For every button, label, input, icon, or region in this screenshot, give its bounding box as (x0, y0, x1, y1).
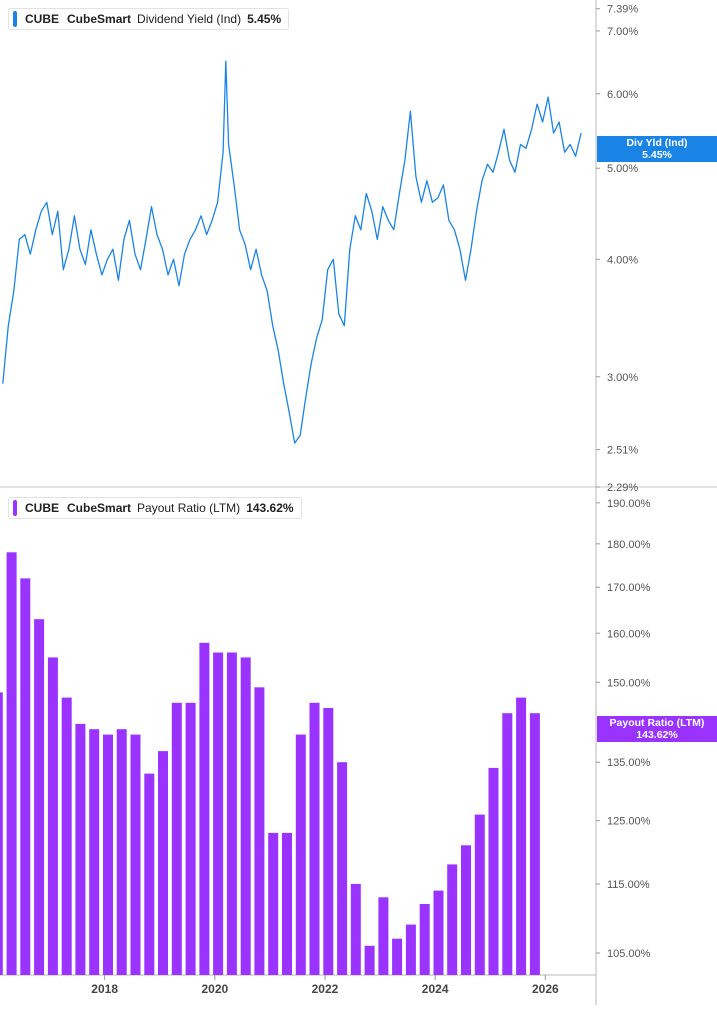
y-tick-label: 4.00% (607, 254, 638, 266)
legend-value: 143.62% (246, 501, 293, 515)
y-tick-label: 180.00% (607, 539, 651, 551)
y-tick-label: 7.39% (607, 4, 638, 16)
x-tick-label: 2026 (532, 982, 559, 996)
y-tick-label: 3.00% (607, 372, 638, 384)
payout-ratio-bar (62, 698, 72, 975)
payout-ratio-bar (103, 735, 113, 975)
payout-ratio-bar (323, 708, 333, 975)
payout-ratio-bar (20, 578, 30, 975)
payout-ratio-bar (392, 939, 402, 975)
x-tick-label: 2020 (201, 982, 228, 996)
payout-ratio-bar (75, 724, 85, 975)
payout-ratio-bar (296, 735, 306, 975)
legend-ticker: CUBE (25, 501, 59, 515)
payout-ratio-bar (489, 768, 499, 975)
y-tick-label: 6.00% (607, 89, 638, 101)
payout-ratio-bar (434, 891, 444, 975)
legend-company: CubeSmart (67, 501, 131, 515)
payout-ratio-bar (241, 657, 251, 975)
payout-ratio-bar (199, 643, 209, 975)
legend-metric: Payout Ratio (LTM) (137, 501, 240, 515)
tag-label: Div Yld (Ind) (597, 137, 717, 149)
payout-ratio-bar (378, 897, 388, 975)
y-tick-label: 5.00% (607, 163, 638, 175)
payout-ratio-bar (530, 713, 540, 975)
payout-ratio-bar (475, 815, 485, 975)
payout-ratio-bar (337, 762, 347, 975)
y-tick-label: 2.29% (607, 482, 638, 494)
payout-ratio-bar (268, 833, 278, 975)
dividend-yield-line (3, 61, 581, 443)
y-tick-label: 7.00% (607, 26, 638, 38)
dividend-yield-price-tag: Div Yld (Ind) 5.45% (597, 136, 717, 162)
payout-ratio-legend[interactable]: CUBE CubeSmart Payout Ratio (LTM) 143.62… (8, 497, 302, 519)
payout-ratio-bar (502, 713, 512, 975)
tag-value: 5.45% (597, 149, 717, 161)
payout-ratio-bar (447, 864, 457, 975)
payout-ratio-bar (227, 653, 237, 976)
legend-company: CubeSmart (67, 12, 131, 26)
tag-label: Payout Ratio (LTM) (597, 717, 717, 729)
payout-ratio-series (0, 552, 540, 975)
y-tick-label: 150.00% (607, 677, 651, 689)
payout-ratio-bar (461, 845, 471, 975)
y-tick-label: 190.00% (607, 498, 651, 510)
payout-ratio-bar (117, 729, 127, 975)
x-tick-label: 2022 (312, 982, 339, 996)
y-tick-label: 105.00% (607, 948, 651, 960)
payout-ratio-bar (254, 687, 264, 975)
payout-ratio-bar (186, 703, 196, 975)
payout-ratio-price-tag: Payout Ratio (LTM) 143.62% (597, 716, 717, 742)
x-tick-label: 2018 (91, 982, 118, 996)
payout-ratio-bar (310, 703, 320, 975)
tag-value: 143.62% (597, 729, 717, 741)
dividend-yield-series (3, 61, 582, 443)
payout-ratio-bar (34, 619, 44, 975)
payout-ratio-bar (0, 692, 3, 975)
legend-ticker: CUBE (25, 12, 59, 26)
x-tick-label: 2024 (422, 982, 449, 996)
legend-swatch-payout-ratio (13, 500, 17, 516)
payout-ratio-bar (213, 653, 223, 976)
payout-ratio-bar (172, 703, 182, 975)
legend-metric: Dividend Yield (Ind) (137, 12, 241, 26)
payout-ratio-bar (48, 657, 58, 975)
payout-ratio-bar (131, 735, 141, 975)
y-tick-label: 2.51% (607, 445, 638, 457)
payout-ratio-bar (365, 946, 375, 975)
payout-ratio-bar (89, 729, 99, 975)
legend-swatch-dividend-yield (13, 11, 17, 27)
y-tick-label: 115.00% (607, 879, 650, 891)
dividend-yield-legend[interactable]: CUBE CubeSmart Dividend Yield (Ind) 5.45… (8, 8, 289, 30)
payout-ratio-bar (158, 751, 168, 975)
payout-ratio-bar (406, 925, 416, 975)
payout-ratio-bar (7, 552, 17, 975)
y-tick-label: 135.00% (607, 757, 651, 769)
y-tick-label: 170.00% (607, 582, 651, 594)
payout-ratio-bar (351, 884, 361, 975)
legend-value: 5.45% (247, 12, 281, 26)
payout-ratio-bar (420, 904, 430, 975)
payout-ratio-bar (516, 698, 526, 975)
y-tick-label: 125.00% (607, 816, 651, 828)
payout-ratio-bar (282, 833, 292, 975)
payout-ratio-bar (144, 774, 154, 975)
y-tick-label: 160.00% (607, 628, 651, 640)
